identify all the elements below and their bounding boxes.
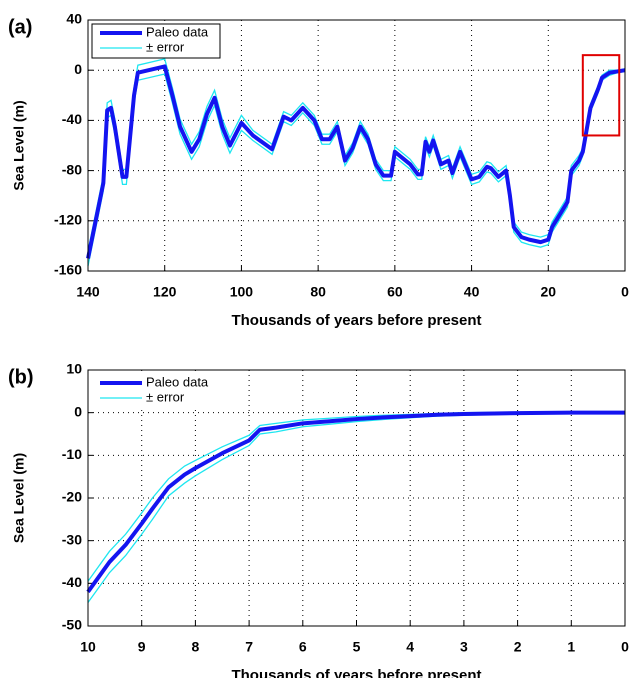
y-tick-label: -80 (62, 161, 82, 177)
x-tick-label: 100 (230, 284, 254, 300)
legend-label: ± error (146, 39, 185, 54)
axes-frame (87, 19, 626, 272)
x-tick-label: 7 (245, 639, 253, 655)
y-axis-label: Sea Level (m) (11, 453, 27, 543)
legend-label: ± error (146, 389, 185, 404)
x-tick-label: 120 (153, 284, 177, 300)
x-tick-label: 2 (514, 639, 522, 655)
x-tick-label: 3 (460, 639, 468, 655)
x-tick-label: 80 (310, 284, 326, 300)
x-tick-label: 4 (406, 639, 414, 655)
x-tick-label: 60 (387, 284, 403, 300)
x-axis-label: Thousands of years before present (231, 667, 481, 678)
plot-area (88, 20, 625, 271)
x-tick-label: 8 (192, 639, 200, 655)
y-tick-label: -10 (62, 446, 82, 462)
x-tick-label: 6 (299, 639, 307, 655)
y-tick-label: -160 (54, 262, 82, 278)
legend-box (92, 374, 220, 408)
y-tick-label: -40 (62, 111, 82, 127)
x-tick-label: 1 (567, 639, 575, 655)
y-tick-label: -120 (54, 212, 82, 228)
legend-label: Paleo data (146, 374, 209, 389)
x-tick-label: 10 (80, 639, 96, 655)
legend-label: Paleo data (146, 24, 209, 39)
y-tick-label: -20 (62, 489, 82, 505)
data-line (86, 410, 625, 594)
highlight-box (581, 54, 621, 137)
y-tick-label: -50 (62, 617, 82, 633)
axes-frame (87, 369, 626, 627)
y-tick-label: 0 (74, 403, 82, 419)
x-tick-label: 0 (621, 284, 629, 300)
y-tick-label: 10 (66, 361, 82, 377)
y-tick-label: 40 (66, 11, 82, 27)
data-line (86, 64, 626, 259)
y-tick-label: -40 (62, 574, 82, 590)
x-tick-label: 140 (76, 284, 100, 300)
x-tick-label: 0 (621, 639, 629, 655)
x-tick-label: 5 (353, 639, 361, 655)
x-axis-label: Thousands of years before present (231, 312, 481, 329)
panel-label: (a) (8, 16, 32, 38)
x-tick-label: 9 (138, 639, 146, 655)
y-tick-label: -30 (62, 531, 82, 547)
x-tick-label: 40 (464, 284, 480, 300)
y-axis-label: Sea Level (m) (11, 100, 27, 190)
panel-label: (b) (8, 366, 34, 388)
legend-box (91, 23, 221, 59)
y-tick-label: 0 (74, 61, 82, 77)
x-tick-label: 20 (540, 284, 556, 300)
